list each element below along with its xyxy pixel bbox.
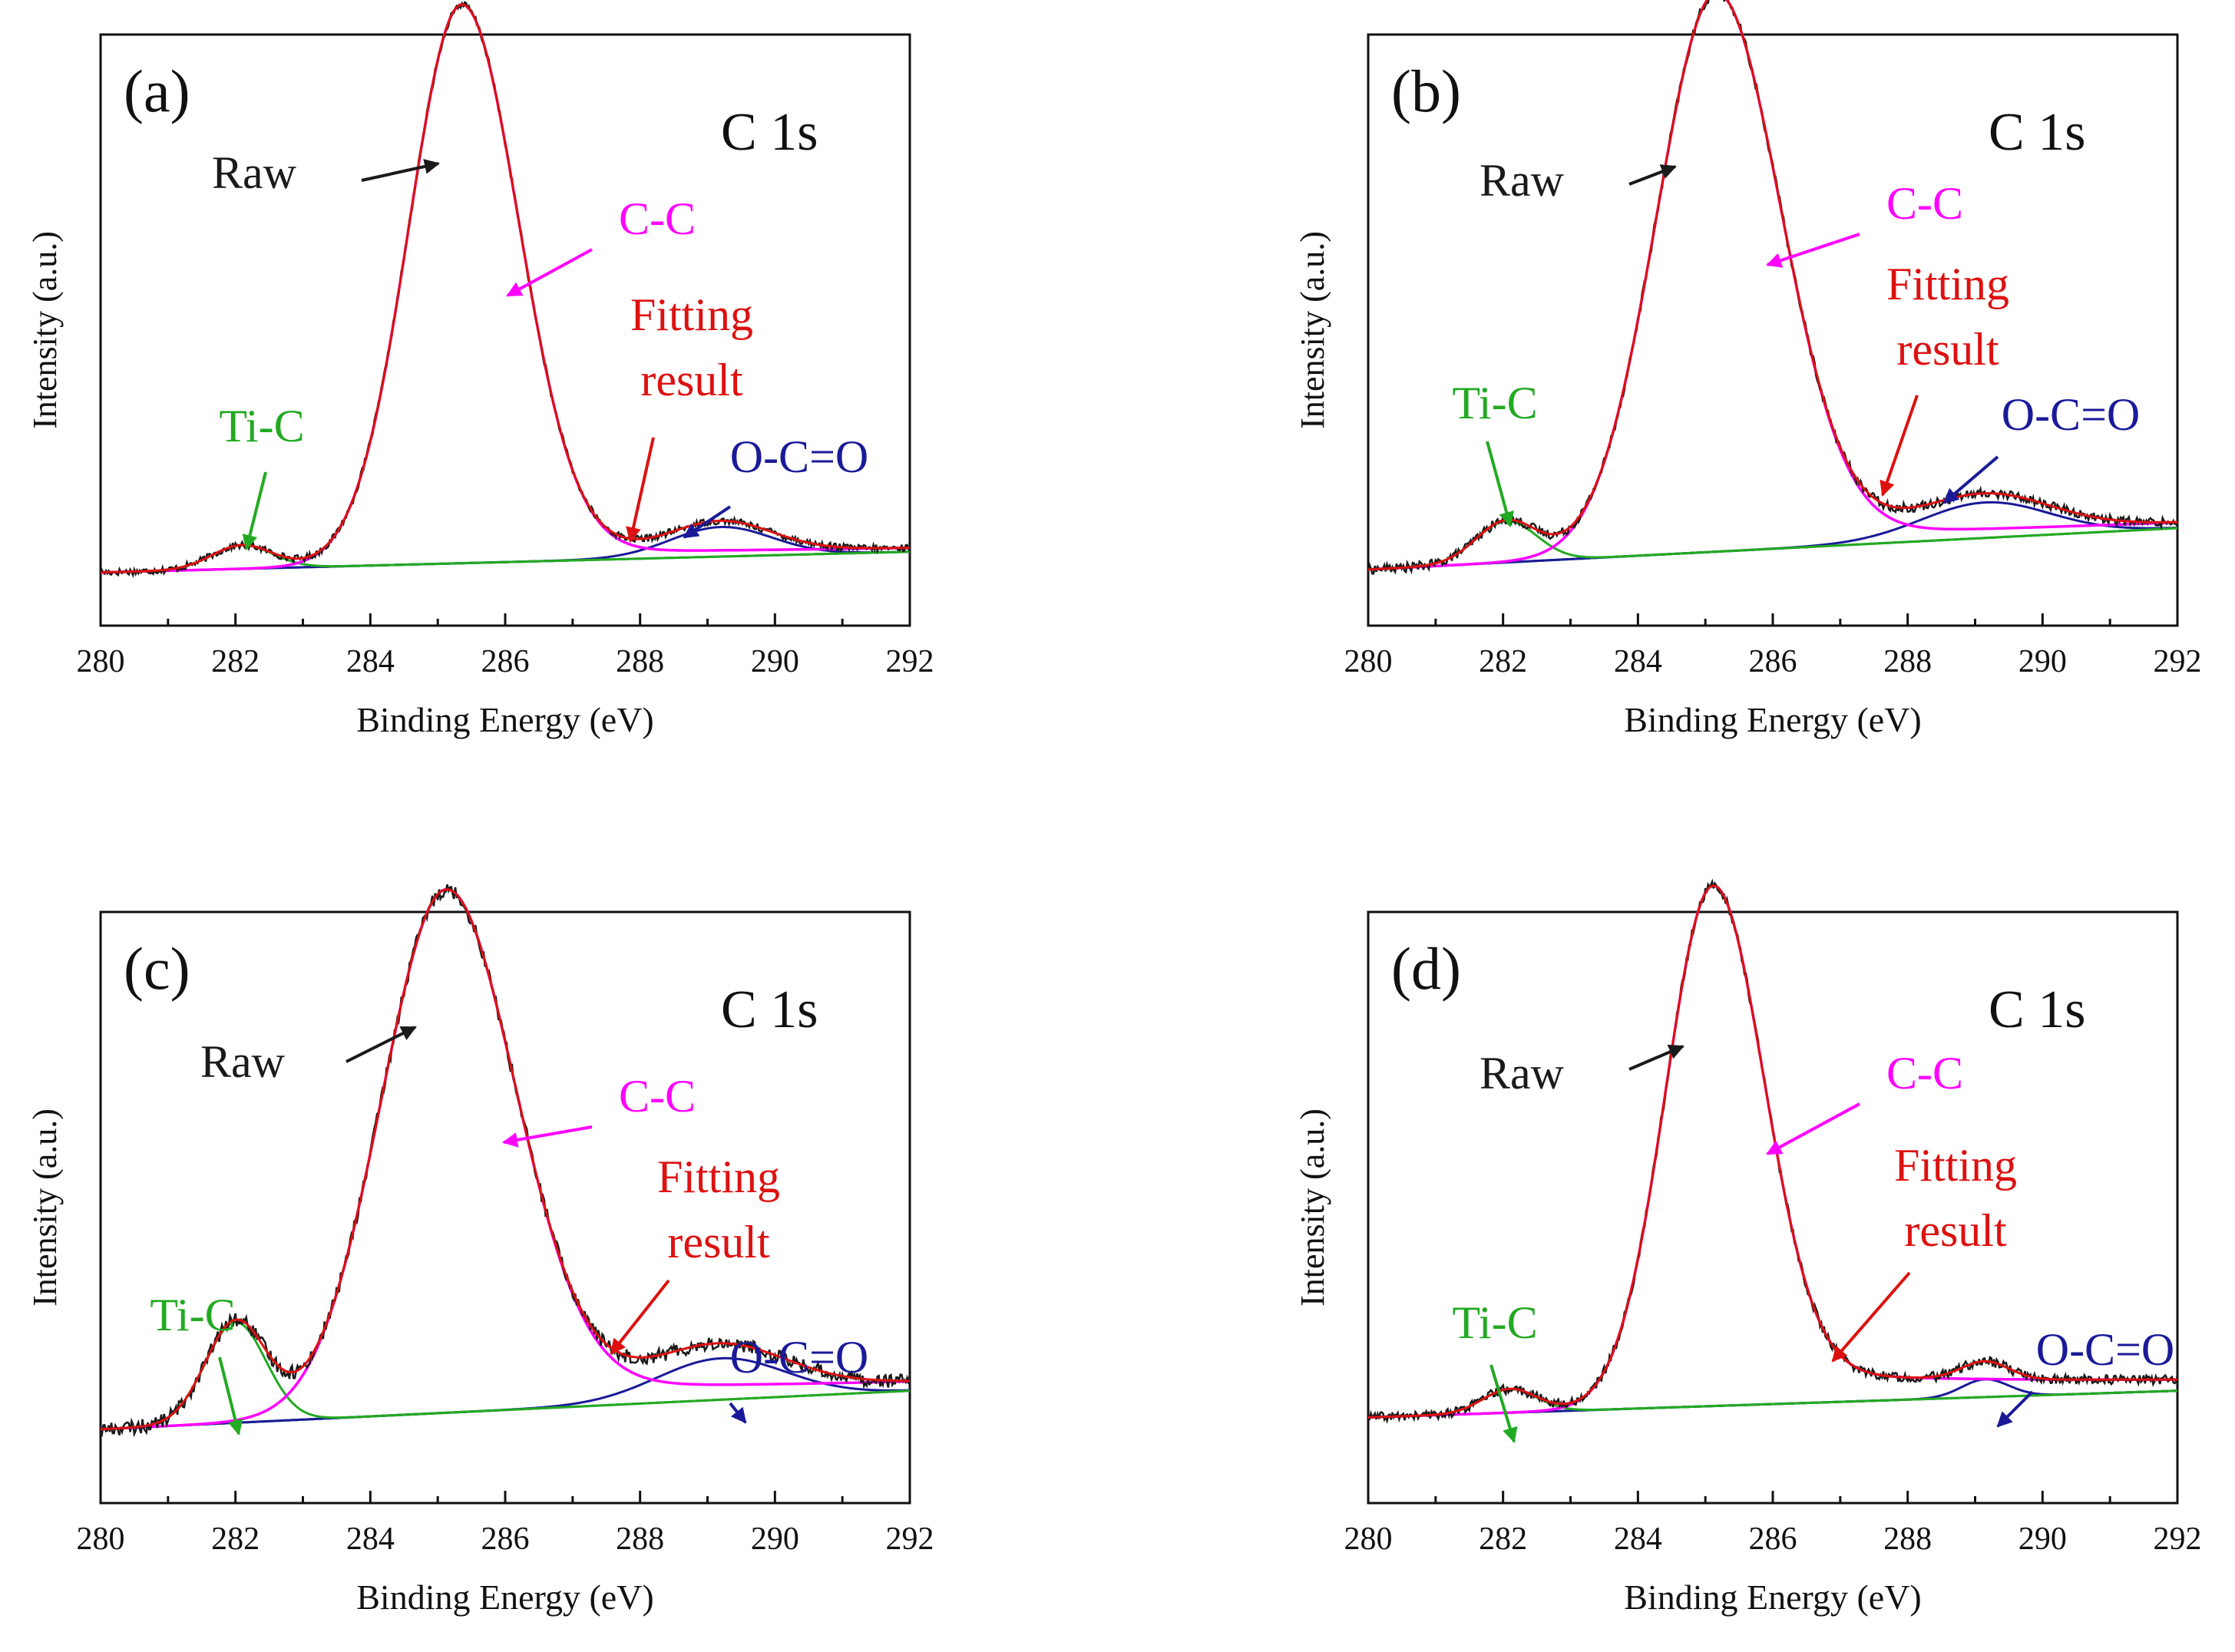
cc-arrow: [506, 248, 593, 297]
x-tick-label: 288: [1883, 644, 1932, 679]
tic-label: Ti-C: [1452, 378, 1537, 428]
x-tick-label: 286: [1749, 1521, 1797, 1557]
fitting-result-line: [101, 3, 911, 574]
tic-label: Ti-C: [150, 1290, 235, 1340]
oco-arrow: [683, 505, 732, 539]
x-tick-label: 280: [77, 644, 125, 679]
x-tick-label: 280: [1344, 1521, 1393, 1557]
x-tick-label: 292: [2154, 1521, 2202, 1557]
fitting-label-line1: Fitting: [1894, 1140, 2017, 1191]
cc-label: C-C: [1886, 178, 1963, 229]
fitting-result-line: [1368, 884, 2177, 1419]
oco-label: O-C=O: [2036, 1324, 2175, 1375]
cc-label: C-C: [619, 1071, 696, 1122]
x-tick-label: 290: [2018, 644, 2067, 679]
y-axis-label: Intensity (a.u.): [26, 1108, 64, 1307]
fitting-label-line2: result: [667, 1217, 770, 1267]
x-tick-label: 282: [211, 644, 260, 679]
tic-label: Ti-C: [219, 401, 304, 451]
x-tick-label: 280: [1344, 644, 1393, 679]
x-tick-label: 284: [346, 644, 395, 679]
tic-arrow: [242, 471, 267, 550]
cc-arrow: [1766, 233, 1860, 268]
fitting-arrow: [626, 437, 655, 543]
oco-label: O-C=O: [730, 431, 869, 482]
oco-arrow: [1942, 455, 1999, 504]
panel-label: (c): [124, 935, 190, 1002]
x-tick-label: 282: [211, 1521, 260, 1557]
raw-label: Raw: [1480, 1048, 1565, 1099]
fitting-result-line: [101, 888, 910, 1431]
region-label: C 1s: [1989, 103, 2085, 162]
x-tick-label: 292: [886, 644, 934, 679]
fitting-label-line2: result: [1896, 324, 1999, 375]
cc-label: C-C: [1886, 1048, 1963, 1099]
x-axis-label: Binding Energy (eV): [356, 1578, 654, 1617]
panel-d: 280 282 284 286 288 290 292 Binding Energy (eV)…: [1294, 878, 2202, 1617]
oco-arrow: [729, 1402, 747, 1424]
x-axis-label: Binding Energy (eV): [356, 700, 654, 739]
y-axis-label: Intensity (a.u.): [26, 231, 64, 429]
tic-arrow: [218, 1356, 243, 1436]
raw-label: Raw: [200, 1036, 286, 1087]
x-tick-label: 292: [886, 1521, 934, 1557]
oco-label: O-C=O: [730, 1332, 869, 1383]
x-tick-label: 286: [481, 1521, 530, 1557]
raw-label: Raw: [1480, 155, 1565, 206]
oco-label: O-C=O: [2002, 389, 2141, 440]
x-tick-label: 290: [751, 1521, 799, 1557]
panel-label: (a): [124, 58, 190, 124]
x-tick-label: 284: [1614, 1521, 1662, 1557]
fitting-arrow: [1831, 1271, 1911, 1363]
cc-label: C-C: [619, 193, 696, 244]
fitting-label-line1: Fitting: [630, 289, 753, 340]
panel-label: (b): [1391, 58, 1461, 124]
x-tick-label: 288: [1883, 1521, 1932, 1557]
raw-arrow: [1628, 1044, 1685, 1071]
tic-arrow: [1489, 1364, 1518, 1443]
fitting-label-line1: Fitting: [1886, 259, 2009, 309]
raw-arrow: [361, 159, 440, 182]
tic-arrow: [1486, 441, 1514, 527]
x-tick-label: 290: [2018, 1521, 2067, 1557]
x-tick-label: 280: [77, 1521, 125, 1557]
region-label: C 1s: [721, 103, 818, 162]
x-tick-label: 286: [481, 644, 530, 679]
cc-arrow: [502, 1125, 593, 1148]
fitting-arrow: [610, 1279, 670, 1355]
fitting-label-line2: result: [640, 355, 743, 405]
region-label: C 1s: [1989, 980, 2085, 1039]
y-axis-label: Intensity (a.u.): [1294, 231, 1331, 429]
x-tick-label: 290: [751, 644, 799, 679]
oco-arrow: [1996, 1390, 2034, 1428]
region-label: C 1s: [721, 980, 818, 1039]
y-axis-label: Intensity (a.u.): [1294, 1108, 1331, 1307]
cc-arrow: [1766, 1102, 1860, 1155]
x-axis-label: Binding Energy (eV): [1624, 1578, 1922, 1617]
tic-label: Ti-C: [1452, 1297, 1537, 1348]
raw-arrow: [345, 1026, 417, 1063]
x-tick-label: 288: [616, 1521, 664, 1557]
x-tick-label: 282: [1479, 644, 1527, 679]
x-tick-label: 282: [1479, 1521, 1527, 1557]
x-tick-label: 284: [1614, 644, 1662, 679]
panel-label: (d): [1391, 935, 1461, 1002]
fitting-label-line2: result: [1904, 1205, 2007, 1256]
panel-b: 280 282 284 286 288 290 292 Binding Energy (eV)…: [1294, 0, 2202, 739]
x-tick-label: 286: [1749, 644, 1797, 679]
x-tick-label: 292: [2154, 644, 2202, 679]
raw-arrow: [1628, 164, 1677, 186]
x-axis-label: Binding Energy (eV): [1624, 700, 1922, 739]
fitting-arrow: [1880, 395, 1919, 497]
x-tick-label: 284: [346, 1521, 395, 1557]
fitting-label-line1: Fitting: [657, 1151, 780, 1202]
panel-a: 280 282 284 286 288 290 292 Binding Energy (eV)…: [26, 1, 934, 739]
x-tick-label: 288: [616, 644, 664, 679]
raw-label: Raw: [212, 147, 297, 198]
panel-c: 280 282 284 286 288 290 292 Binding Energy (eV)…: [26, 884, 934, 1617]
